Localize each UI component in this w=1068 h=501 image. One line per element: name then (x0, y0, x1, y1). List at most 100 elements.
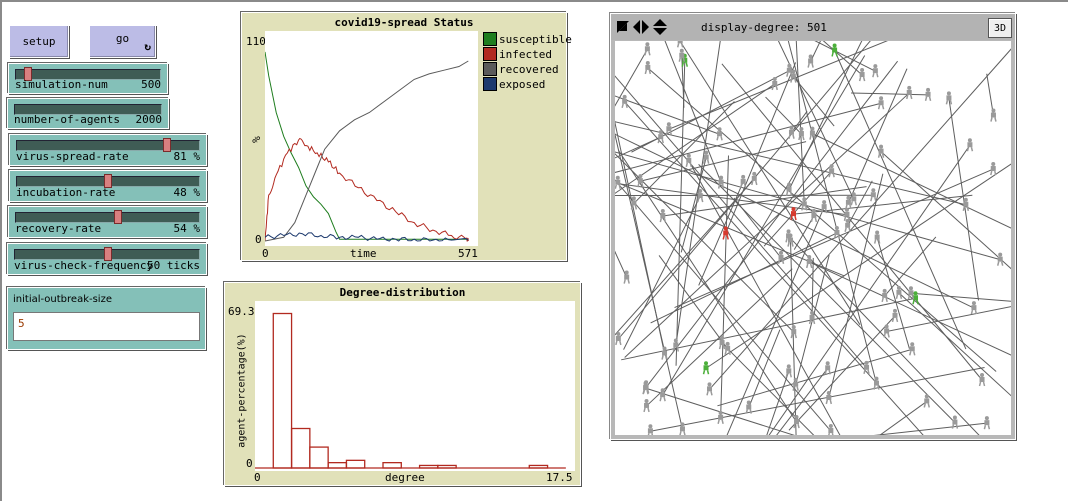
agent-person-icon[interactable] (696, 189, 704, 203)
slider-incubation-rate[interactable]: incubation-rate 48 % (9, 170, 207, 202)
agent-person-icon[interactable] (850, 192, 858, 206)
agent-person-icon[interactable] (810, 208, 818, 223)
agent-person-icon[interactable] (659, 209, 667, 223)
agent-person-icon[interactable] (844, 218, 851, 232)
slider-virus-spread-rate[interactable]: virus-spread-rate 81 % (9, 134, 207, 166)
agent-person-icon[interactable] (808, 310, 816, 325)
agent-person-icon[interactable] (739, 174, 747, 189)
slider-track[interactable] (15, 67, 161, 81)
agent-person-icon[interactable] (718, 336, 726, 350)
slider-knob[interactable] (114, 210, 122, 224)
agent-person-icon[interactable] (647, 424, 654, 435)
agent-person-icon[interactable] (745, 400, 752, 414)
agent-person-icon[interactable] (983, 416, 991, 430)
agent-person-icon[interactable] (820, 200, 828, 214)
agent-person-icon[interactable] (785, 364, 793, 378)
agent-person-icon[interactable] (877, 96, 885, 110)
agent-person-icon[interactable] (642, 381, 649, 395)
initial-outbreak-size-field[interactable]: 5 (13, 312, 200, 341)
agent-person-icon[interactable] (824, 361, 831, 375)
agent-person-icon[interactable] (623, 270, 630, 284)
agent-person-icon[interactable] (657, 130, 664, 144)
agent-person-icon[interactable] (630, 196, 638, 210)
agent-person-icon[interactable] (788, 125, 795, 139)
agent-person-icon[interactable] (659, 388, 666, 402)
agent-person-icon[interactable] (924, 87, 932, 102)
slider-simulation-num[interactable]: simulation-num 500 (8, 63, 168, 94)
agent-person-icon[interactable] (906, 85, 913, 100)
agent-person-icon[interactable] (863, 360, 870, 375)
agent-person-icon[interactable] (615, 331, 622, 346)
agent-person-icon[interactable] (798, 126, 805, 141)
agent-person-icon[interactable] (792, 377, 799, 391)
agent-person-icon[interactable] (685, 153, 693, 167)
3d-view-button[interactable]: 3D (988, 18, 1012, 38)
agent-person-icon[interactable] (891, 308, 899, 323)
agent-person-icon[interactable] (990, 162, 997, 176)
agent-person-icon[interactable] (990, 108, 997, 122)
agent-person-icon[interactable] (621, 94, 628, 109)
agent-person-icon[interactable] (793, 415, 800, 429)
agent-person-icon[interactable] (637, 174, 644, 188)
agent-person-icon[interactable] (873, 376, 880, 390)
agent-person-icon[interactable] (966, 138, 974, 152)
agent-person-icon[interactable] (873, 230, 881, 244)
agent-person-icon[interactable] (996, 252, 1004, 266)
agent-person-icon[interactable] (790, 325, 797, 339)
agent-person-icon[interactable] (951, 415, 959, 429)
agent-person-icon[interactable] (833, 225, 841, 240)
slider-knob[interactable] (104, 247, 112, 261)
slider-track[interactable] (14, 104, 162, 115)
agent-person-icon[interactable] (615, 175, 622, 189)
agent-person-icon[interactable] (825, 390, 833, 405)
agent-person-icon[interactable] (716, 127, 723, 141)
agent-person-icon[interactable] (665, 122, 673, 136)
susceptible-agent-icon[interactable] (912, 291, 919, 305)
agent-person-icon[interactable] (644, 60, 652, 75)
agent-person-icon[interactable] (883, 324, 890, 338)
slider-knob[interactable] (104, 174, 112, 188)
agent-person-icon[interactable] (644, 42, 651, 56)
agent-person-icon[interactable] (962, 197, 970, 211)
go-button[interactable]: go ↻ (89, 25, 156, 58)
agent-person-icon[interactable] (724, 341, 731, 355)
agent-person-icon[interactable] (872, 64, 879, 78)
agent-person-icon[interactable] (809, 126, 816, 140)
agent-person-icon[interactable] (801, 197, 808, 211)
agent-person-icon[interactable] (877, 144, 885, 158)
agent-person-icon[interactable] (845, 195, 852, 210)
susceptible-agent-icon[interactable] (702, 361, 710, 375)
agent-person-icon[interactable] (970, 301, 978, 315)
agent-person-icon[interactable] (751, 171, 758, 186)
infected-agent-icon[interactable] (790, 207, 797, 221)
agent-person-icon[interactable] (805, 254, 813, 269)
setup-button[interactable]: setup (9, 25, 69, 58)
agent-person-icon[interactable] (870, 188, 877, 202)
slider-knob[interactable] (24, 67, 32, 81)
agent-person-icon[interactable] (785, 229, 792, 243)
agent-person-icon[interactable] (907, 286, 915, 300)
agent-person-icon[interactable] (643, 398, 650, 413)
agent-person-icon[interactable] (717, 175, 725, 189)
agent-person-icon[interactable] (828, 424, 834, 435)
agent-person-icon[interactable] (706, 382, 713, 396)
agent-person-icon[interactable] (717, 410, 724, 425)
agent-person-icon[interactable] (786, 63, 793, 77)
vertical-arrows-icon[interactable] (653, 19, 667, 35)
slider-track[interactable] (14, 247, 200, 261)
slider-track[interactable] (15, 210, 200, 224)
zoom-fit-icon[interactable] (617, 21, 629, 33)
agent-person-icon[interactable] (790, 69, 797, 83)
horizontal-arrows-icon[interactable] (633, 20, 649, 34)
world-canvas[interactable] (615, 41, 1011, 435)
agent-person-icon[interactable] (881, 288, 888, 303)
agent-person-icon[interactable] (895, 285, 903, 300)
agent-person-icon[interactable] (771, 76, 778, 91)
agent-person-icon[interactable] (945, 91, 953, 105)
agent-person-icon[interactable] (923, 394, 930, 408)
agent-person-icon[interactable] (978, 372, 986, 387)
slider-number-of-agents[interactable]: number-of-agents 2000 (7, 98, 169, 129)
agent-person-icon[interactable] (702, 150, 710, 164)
agent-person-icon[interactable] (858, 68, 866, 82)
agent-person-icon[interactable] (828, 164, 835, 178)
